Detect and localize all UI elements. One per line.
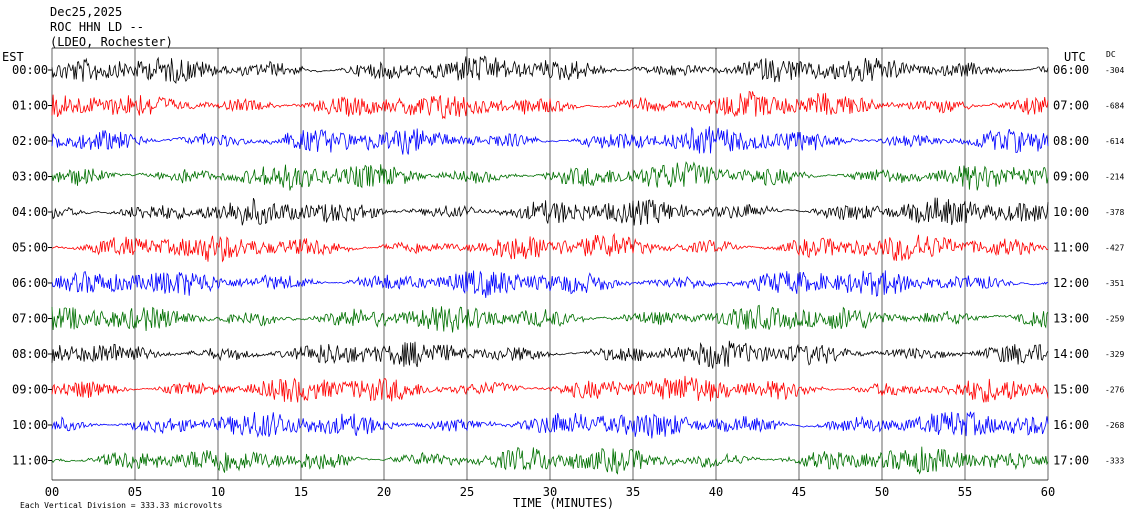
x-tick-50: 50	[875, 485, 889, 499]
dc-value: -268	[1105, 421, 1124, 430]
trace-1000	[51, 411, 1049, 439]
utc-label: 11:00	[1053, 241, 1089, 255]
est-label: 10:00	[12, 418, 48, 432]
trace-0100	[51, 90, 1049, 120]
est-label: 05:00	[12, 241, 48, 255]
utc-label: 13:00	[1053, 312, 1089, 326]
trace-0700	[51, 304, 1049, 333]
trace-1100	[51, 446, 1049, 475]
trace-0600	[51, 270, 1049, 298]
trace-0500	[51, 232, 1049, 263]
dc-axis-label: DC	[1106, 50, 1116, 59]
dc-value: -378	[1105, 208, 1124, 217]
x-tick-30: 30	[543, 485, 557, 499]
utc-label: 08:00	[1053, 134, 1089, 148]
station-label: ROC HHN LD --	[50, 20, 144, 34]
utc-label: 06:00	[1053, 63, 1089, 77]
x-tick-00: 00	[45, 485, 59, 499]
x-tick-20: 20	[377, 485, 391, 499]
utc-label: 09:00	[1053, 170, 1089, 184]
est-label: 03:00	[12, 170, 48, 184]
dc-value: -333	[1105, 457, 1124, 466]
x-tick-25: 25	[460, 485, 474, 499]
est-label: 02:00	[12, 134, 48, 148]
est-label: 00:00	[12, 63, 48, 77]
dc-value: -351	[1105, 279, 1124, 288]
x-tick-45: 45	[792, 485, 806, 499]
dc-value: -329	[1105, 350, 1124, 359]
utc-axis-label: UTC	[1064, 50, 1086, 64]
trace-0900	[51, 375, 1049, 403]
est-label: 01:00	[12, 99, 48, 113]
est-label: 11:00	[12, 454, 48, 468]
est-label: 09:00	[12, 383, 48, 397]
trace-0200	[51, 126, 1049, 155]
utc-label: 07:00	[1053, 99, 1089, 113]
x-tick-10: 10	[211, 485, 225, 499]
x-tick-labels: 00 05 10 15 20 25 30 35 40 45 50 55 60	[45, 485, 1055, 499]
dc-value: -214	[1105, 173, 1124, 182]
dc-value: -304	[1105, 66, 1124, 75]
x-tick-40: 40	[709, 485, 723, 499]
trace-group	[51, 55, 1049, 475]
x-tick-55: 55	[958, 485, 972, 499]
trace-0800	[51, 340, 1049, 369]
dc-value: -614	[1105, 137, 1124, 146]
x-tick-60: 60	[1041, 485, 1055, 499]
utc-label: 15:00	[1053, 383, 1089, 397]
utc-label: 10:00	[1053, 205, 1089, 219]
utc-tick-labels: 06:00 07:00 08:00 09:00 10:00 11:00 12:00 13:00…	[1053, 63, 1089, 468]
est-tick-labels: 00:00 01:00 02:00 03:00 04:00 05:00 06:00 07:00…	[12, 63, 52, 468]
trace-0300	[51, 161, 1049, 191]
dc-value: -684	[1105, 102, 1124, 111]
time-grid	[51, 47, 1049, 481]
utc-label: 14:00	[1053, 347, 1089, 361]
est-label: 04:00	[12, 205, 48, 219]
est-label: 08:00	[12, 347, 48, 361]
dc-value: -259	[1105, 315, 1124, 324]
utc-label: 17:00	[1053, 454, 1089, 468]
footer-note: Each Vertical Division = 333.33 microvol…	[20, 501, 222, 510]
trace-0400	[51, 197, 1049, 226]
date-label: Dec25,2025	[50, 5, 122, 19]
x-tick-35: 35	[626, 485, 640, 499]
dc-value: -427	[1105, 244, 1124, 253]
dc-labels: -304 -684 -614 -214 -378 -427 -351 -259 -329 -276…	[1105, 66, 1124, 466]
x-tick-05: 05	[128, 485, 142, 499]
dc-value: -276	[1105, 386, 1124, 395]
network-label: (LDEO, Rochester)	[50, 35, 173, 49]
x-axis-title: TIME (MINUTES)	[513, 496, 614, 510]
est-axis-label: EST	[2, 50, 24, 64]
x-tick-15: 15	[294, 485, 308, 499]
utc-label: 16:00	[1053, 418, 1089, 432]
est-label: 07:00	[12, 312, 48, 326]
est-label: 06:00	[12, 276, 48, 290]
utc-label: 12:00	[1053, 276, 1089, 290]
trace-0000	[51, 55, 1049, 84]
